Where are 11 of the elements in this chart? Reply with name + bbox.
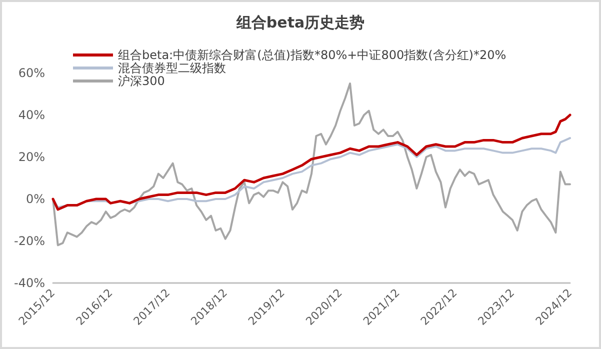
legend-label: 组合beta:中债新综合财富(总值)指数*80%+中证800指数(含分红)*20%	[118, 48, 506, 62]
y-tick-label: 60%	[18, 66, 45, 80]
y-tick-label: -40%	[14, 276, 45, 290]
line-series	[52, 114, 572, 211]
chart-title: 组合beta历史走势	[235, 14, 365, 32]
legend-label: 混合债券型二级指数	[118, 61, 226, 75]
y-tick-label: -20%	[14, 234, 45, 248]
y-tick-label: 0%	[26, 192, 45, 206]
y-tick-label: 20%	[18, 150, 45, 164]
y-tick-label: 40%	[18, 108, 45, 122]
legend-label: 沪深300	[118, 74, 165, 88]
